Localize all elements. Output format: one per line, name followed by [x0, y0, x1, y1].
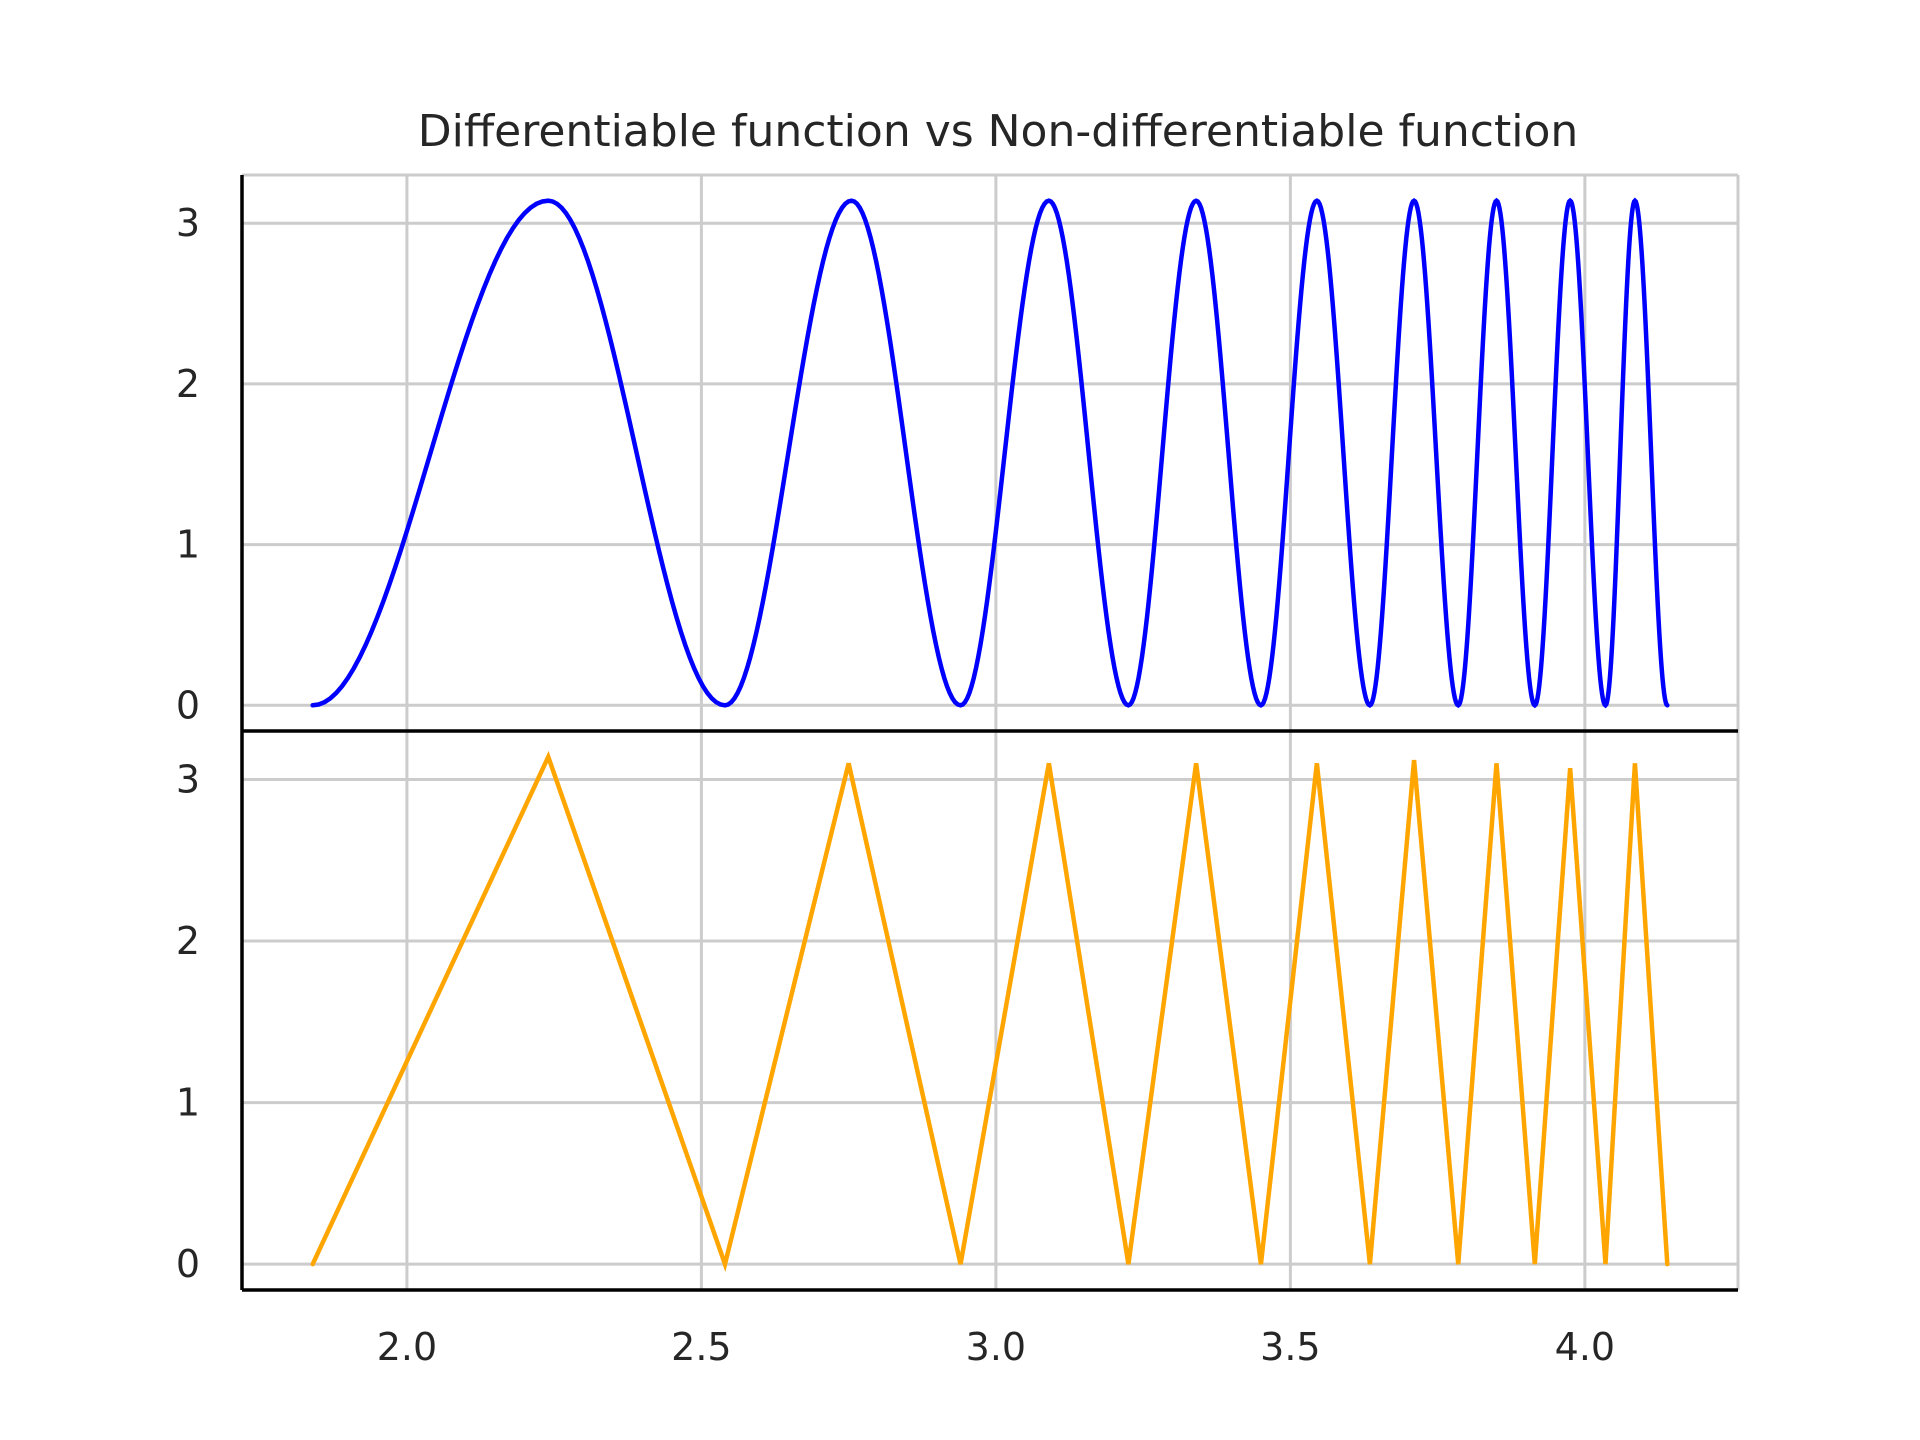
xtick-label: 4.0 [1555, 1325, 1615, 1369]
xtick-label: 2.5 [671, 1325, 731, 1369]
top-series-line-0 [310, 197, 1670, 709]
bottom-ytick-label: 3 [176, 757, 200, 801]
top-ytick-label: 2 [176, 362, 200, 406]
top-series [310, 197, 1670, 709]
bottom-ytick-label: 1 [176, 1081, 200, 1125]
top-ytick-labels: 0 1 2 3 [176, 201, 200, 727]
top-ytick-label: 3 [176, 201, 200, 245]
bottom-ytick-label: 0 [176, 1242, 200, 1286]
top-ytick-label: 1 [176, 523, 200, 567]
top-gridlines [242, 175, 1738, 731]
bottom-gridlines [242, 731, 1738, 1290]
bottom-series-line-0 [310, 750, 1670, 1273]
xtick-label: 3.5 [1260, 1325, 1320, 1369]
bottom-series [310, 750, 1670, 1273]
chart-title: Differentiable function vs Non-different… [418, 106, 1579, 157]
bottom-ytick-labels: 0 1 2 3 [176, 757, 200, 1286]
bottom-panel: 0 1 2 3 [176, 731, 1738, 1290]
xtick-label: 2.0 [377, 1325, 437, 1369]
panel-frames [240, 173, 1740, 1292]
xtick-label: 3.0 [966, 1325, 1026, 1369]
top-panel: 0 1 2 3 [176, 175, 1738, 731]
xtick-labels: 2.0 2.5 3.0 3.5 4.0 [377, 1325, 1615, 1369]
bottom-ytick-label: 2 [176, 919, 200, 963]
top-ytick-label: 0 [176, 683, 200, 727]
